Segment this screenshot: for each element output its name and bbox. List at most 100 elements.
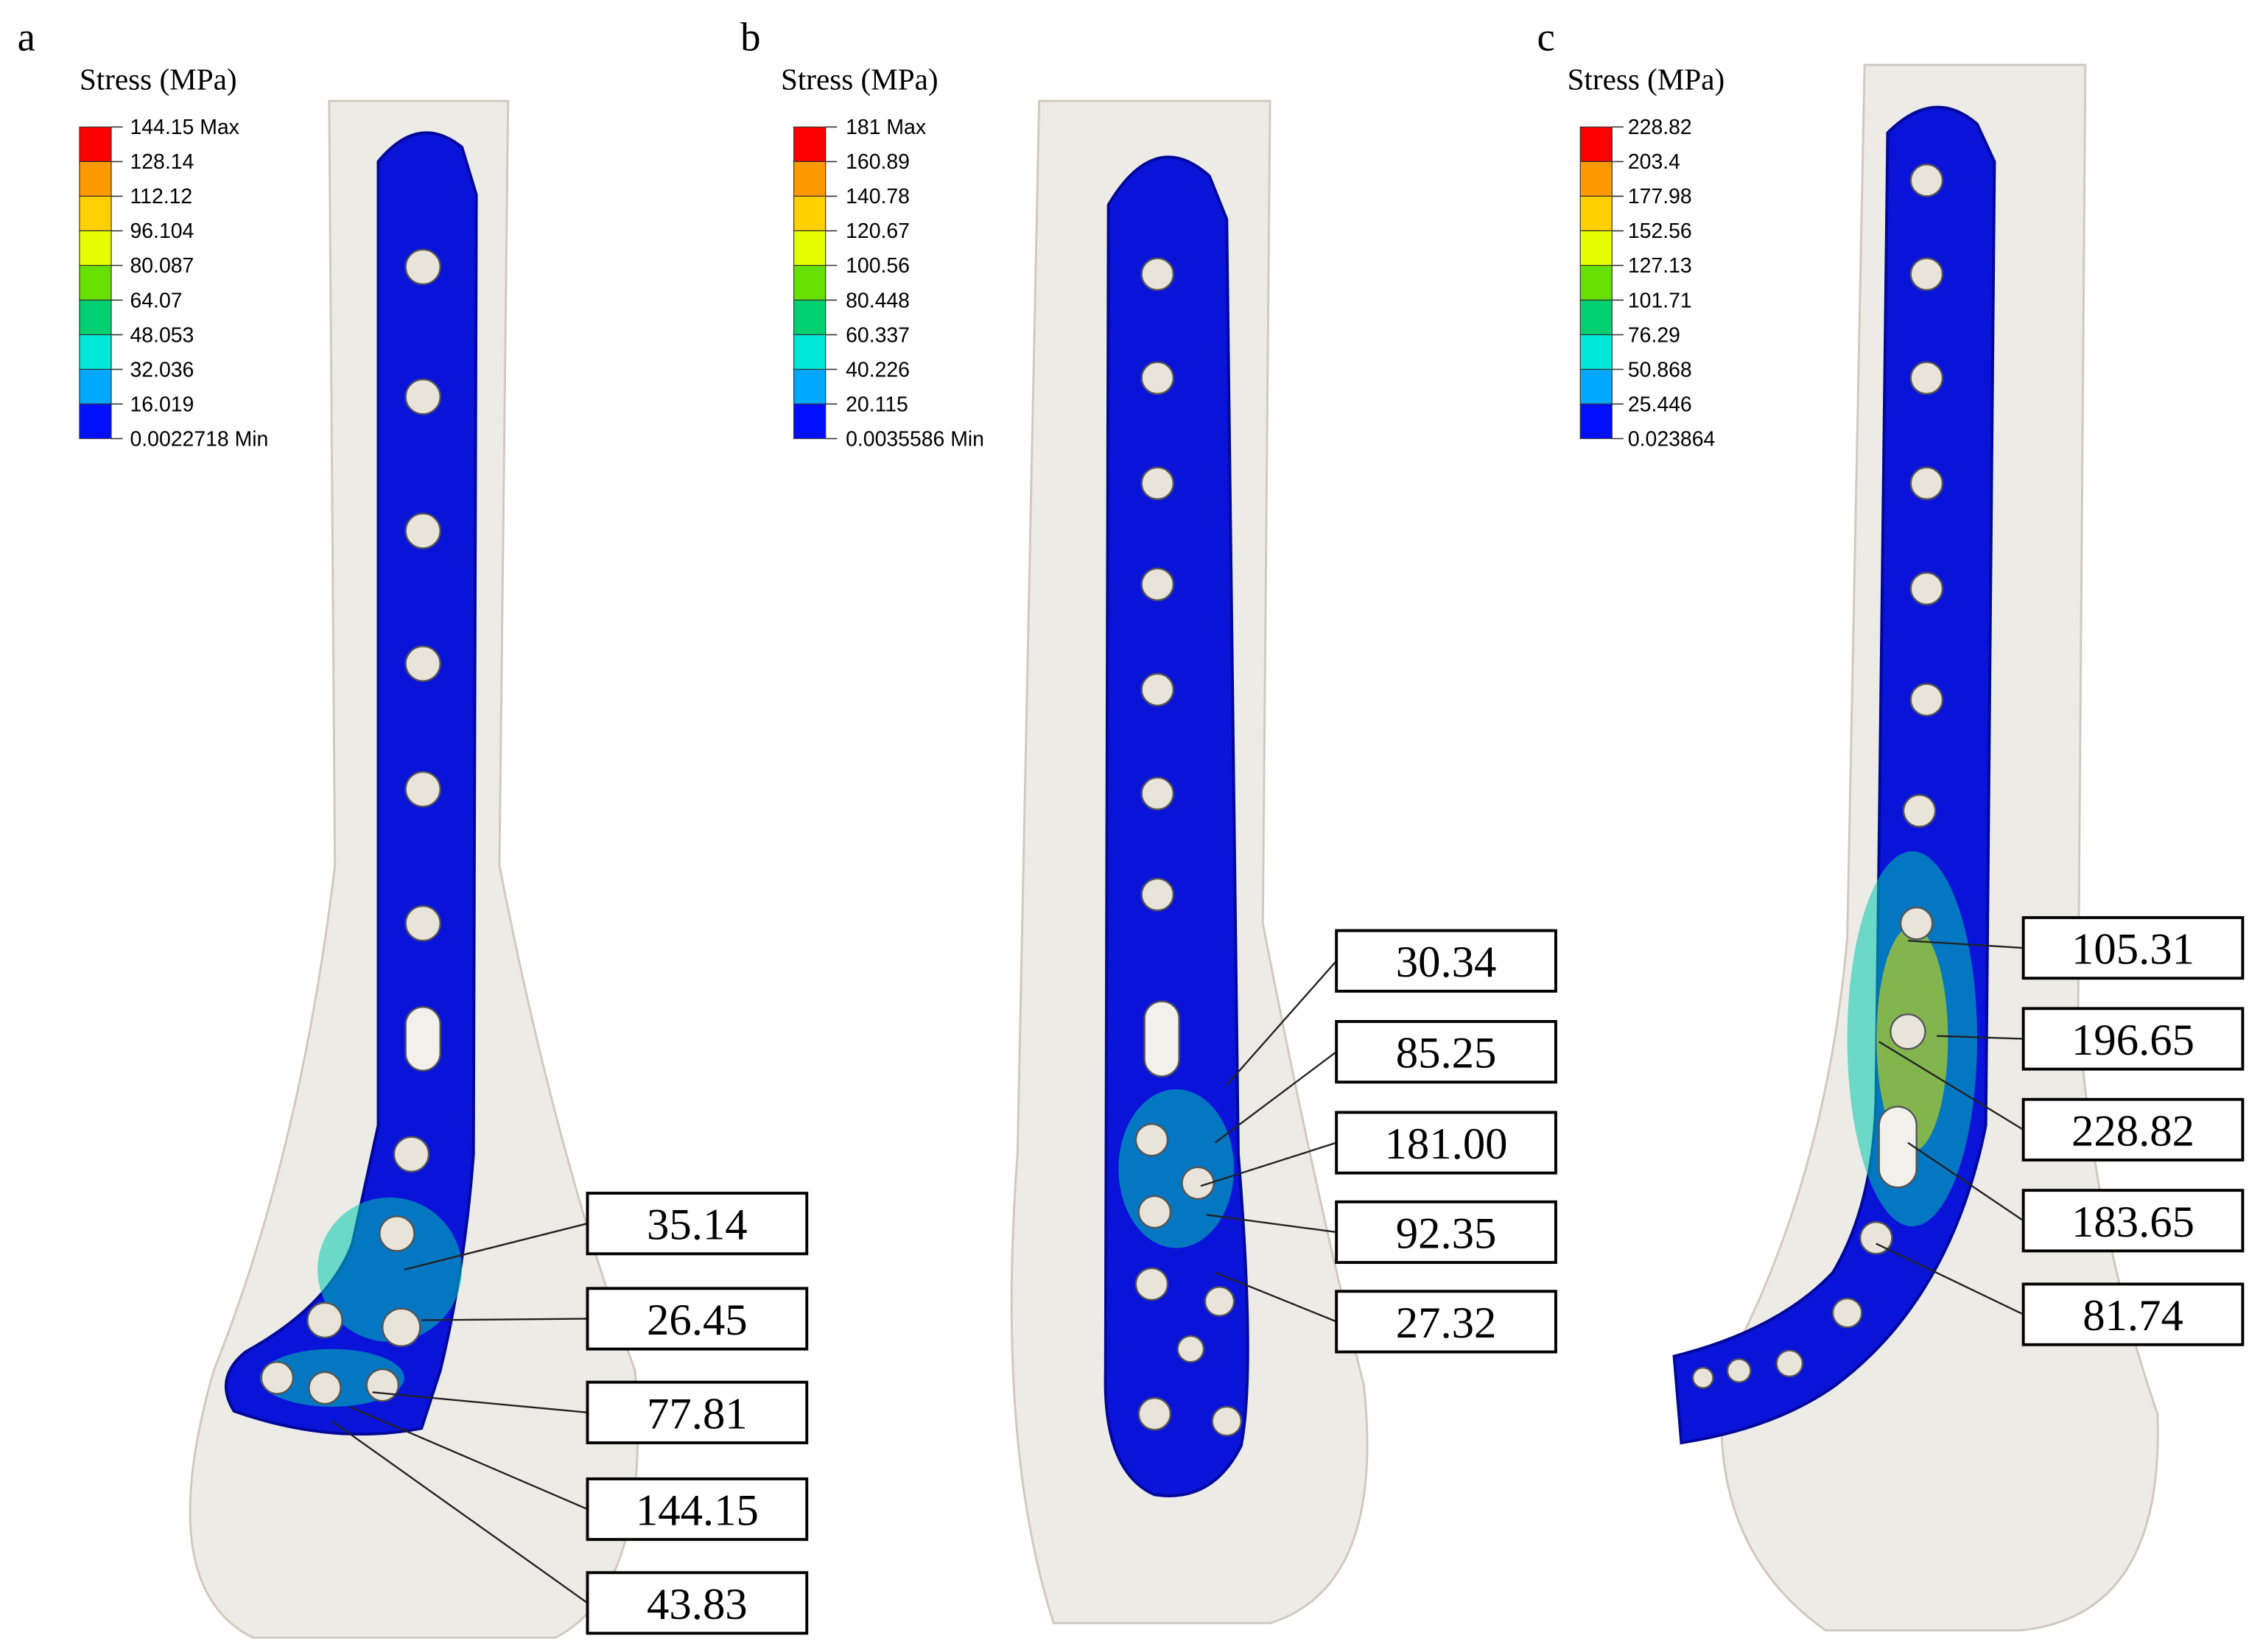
legend-label: 80.087 bbox=[130, 254, 194, 278]
screw-hole bbox=[306, 1301, 343, 1339]
legend-label: 0.023864 bbox=[1628, 427, 1715, 451]
legend-swatch bbox=[79, 403, 112, 440]
legend-label: 0.0035586 Min bbox=[846, 427, 984, 451]
screw-hole bbox=[1909, 466, 1944, 500]
legend-swatch bbox=[1579, 403, 1613, 440]
callout-value: 77.81 bbox=[647, 1389, 748, 1438]
legend-label: 25.446 bbox=[1628, 393, 1692, 416]
leader-line bbox=[404, 1223, 588, 1271]
leader-line bbox=[348, 1405, 588, 1511]
slot-hole bbox=[1143, 1000, 1180, 1078]
screw-hole bbox=[260, 1361, 295, 1395]
legend-label: 140.78 bbox=[846, 185, 910, 208]
screw-hole bbox=[1726, 1358, 1752, 1383]
panel-label: a bbox=[18, 15, 35, 60]
screw-hole bbox=[393, 1136, 430, 1173]
legend-swatch bbox=[793, 195, 827, 232]
screw-hole bbox=[308, 1371, 342, 1405]
callout-value: 196.65 bbox=[2071, 1016, 2194, 1065]
legend-label: 177.98 bbox=[1628, 185, 1692, 208]
legend-label: 181 Max bbox=[846, 116, 926, 139]
legend-label: 101.71 bbox=[1628, 289, 1692, 312]
leader-line bbox=[1214, 1051, 1337, 1144]
callout-box bbox=[586, 1380, 809, 1444]
callout-value: 144.15 bbox=[636, 1486, 759, 1536]
stress-zone bbox=[1118, 1089, 1235, 1248]
screw-hole bbox=[1140, 776, 1174, 811]
screw-hole bbox=[1691, 1366, 1714, 1389]
screw-hole bbox=[1909, 257, 1944, 291]
legend-label: 128.14 bbox=[130, 150, 194, 174]
leader-line bbox=[372, 1391, 588, 1413]
legend-label: 127.13 bbox=[1628, 254, 1692, 278]
screw-hole bbox=[1909, 361, 1944, 395]
legend-swatch bbox=[793, 368, 827, 405]
screw-hole bbox=[379, 1215, 415, 1252]
callout-value: 183.65 bbox=[2071, 1198, 2194, 1247]
screw-hole bbox=[1137, 1397, 1172, 1431]
leader-line bbox=[1200, 1142, 1337, 1187]
legend-swatch bbox=[793, 230, 827, 267]
plate bbox=[224, 131, 478, 1436]
legend-swatch bbox=[79, 161, 112, 197]
callout-box bbox=[2021, 1282, 2245, 1346]
callout-value: 181.00 bbox=[1385, 1120, 1508, 1169]
callout-box bbox=[1335, 1019, 1557, 1084]
screw-hole bbox=[1140, 567, 1174, 602]
legend-label: 0.0022718 Min bbox=[130, 427, 268, 451]
screw-hole bbox=[1909, 164, 1944, 197]
callout-box bbox=[586, 1287, 809, 1351]
legend-label: 112.12 bbox=[130, 185, 192, 208]
callout-box bbox=[1335, 1200, 1557, 1265]
legend-label: 16.019 bbox=[130, 393, 194, 416]
legend-label: 64.07 bbox=[130, 289, 182, 312]
screw-hole bbox=[1140, 466, 1174, 500]
screw-hole bbox=[1140, 361, 1174, 395]
legend-swatch bbox=[1579, 299, 1613, 336]
screw-hole bbox=[1134, 1267, 1169, 1301]
legend-swatch bbox=[79, 334, 112, 370]
legend-label: 60.337 bbox=[846, 323, 910, 347]
legend-label: 144.15 Max bbox=[130, 116, 239, 139]
callout-value: 105.31 bbox=[2071, 925, 2194, 974]
screw-hole bbox=[1140, 257, 1174, 291]
screw-hole bbox=[1890, 1013, 1926, 1050]
legend-label: 48.053 bbox=[130, 323, 194, 347]
legend-swatch bbox=[793, 334, 827, 370]
legend-label: 40.226 bbox=[846, 358, 910, 382]
leader-line bbox=[1907, 1142, 2024, 1222]
legend-label: 32.036 bbox=[130, 358, 194, 382]
screw-hole bbox=[1140, 672, 1174, 707]
leader-line bbox=[1206, 1214, 1337, 1234]
legend-label: 100.56 bbox=[846, 254, 910, 278]
leader-line bbox=[1907, 940, 2024, 949]
legend-swatch bbox=[793, 264, 827, 301]
legend-label: 20.115 bbox=[846, 393, 908, 416]
screw-hole bbox=[1176, 1335, 1205, 1363]
callout-box bbox=[1335, 1111, 1557, 1175]
legend-label: 96.104 bbox=[130, 219, 194, 243]
screw-hole bbox=[1137, 1195, 1172, 1229]
legend-swatch bbox=[79, 230, 112, 267]
legend-swatch bbox=[1579, 230, 1613, 267]
callout-value: 85.25 bbox=[1396, 1029, 1497, 1078]
callout-box bbox=[2021, 915, 2245, 980]
leader-line bbox=[1937, 1035, 2024, 1040]
panel-label: b bbox=[740, 15, 760, 60]
callout-value: 228.82 bbox=[2071, 1106, 2194, 1156]
legend-swatch bbox=[793, 299, 827, 336]
callout-value: 92.35 bbox=[1396, 1209, 1497, 1258]
legend-swatch bbox=[79, 126, 112, 162]
callout-box bbox=[1335, 929, 1557, 993]
legend-label: 228.82 bbox=[1628, 116, 1692, 139]
screw-hole bbox=[1140, 877, 1174, 912]
legend-swatch bbox=[1579, 368, 1613, 405]
screw-hole bbox=[1134, 1122, 1169, 1157]
legend-swatch bbox=[793, 161, 827, 197]
legend-title: Stress (MPa) bbox=[781, 62, 938, 96]
legend-swatch bbox=[79, 299, 112, 336]
screw-hole bbox=[1831, 1297, 1863, 1329]
screw-hole bbox=[1181, 1166, 1215, 1201]
